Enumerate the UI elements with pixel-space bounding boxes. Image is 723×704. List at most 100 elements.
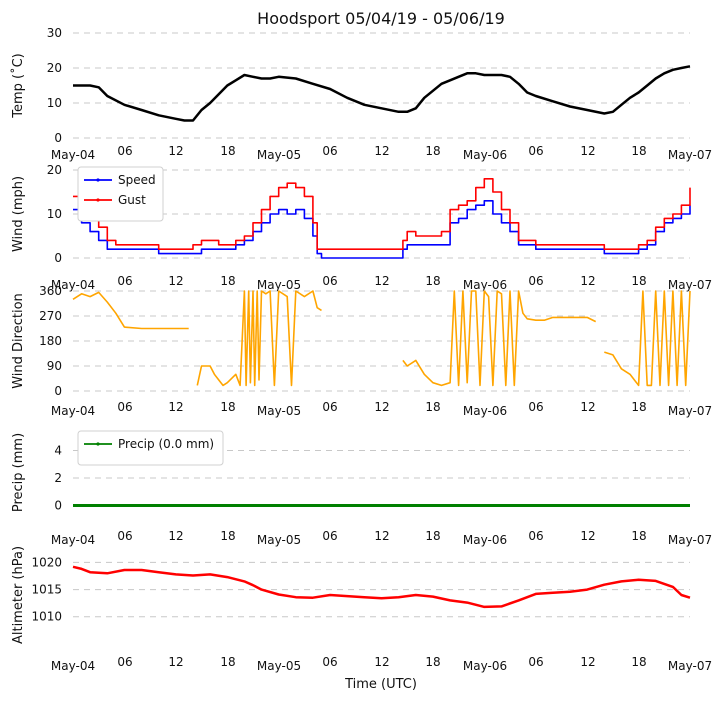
x-tick-label-wind-12: May-07 <box>668 278 712 292</box>
x-tick-label-wind-6: 12 <box>374 274 389 288</box>
x-tick-label-altimeter-2: 12 <box>168 655 183 669</box>
y-tick-label-wind-1: 10 <box>47 207 62 221</box>
legend-marker-wind-0 <box>96 178 100 182</box>
x-tick-label-wind-5: 06 <box>322 274 337 288</box>
legend-box-precip <box>77 430 224 466</box>
x-axis-label: Time (UTC) <box>344 677 417 692</box>
x-tick-label-wind-11: 18 <box>631 274 646 288</box>
x-tick-label-precip-5: 06 <box>322 529 337 543</box>
x-tick-label-direction-2: 12 <box>168 400 183 414</box>
x-tick-label-temp-0: May-04 <box>51 148 95 162</box>
series-line-direction-direction-seg3 <box>604 290 691 387</box>
y-axis-label-precip: Precip (mm) <box>11 433 26 512</box>
panel-wind: 0 10 20 Wind (mph) May-04 06 12 18 May-05 06 12 18 M… <box>11 163 712 292</box>
y-tick-label-temp-3: 30 <box>47 26 62 40</box>
y-tick-label-direction-4: 360 <box>39 284 62 298</box>
x-tick-label-precip-8: May-06 <box>463 533 507 547</box>
x-tick-label-precip-2: 12 <box>168 529 183 543</box>
x-tick-label-direction-11: 18 <box>631 400 646 414</box>
chart-title: Hoodsport 05/04/19 - 05/06/19 <box>257 9 505 28</box>
y-axis-label-altimeter: Altimeter (hPa) <box>11 546 26 644</box>
y-tick-label-altimeter-1: 1015 <box>31 583 62 597</box>
x-tick-label-temp-6: 12 <box>374 144 389 158</box>
x-tick-label-precip-12: May-07 <box>668 533 712 547</box>
x-tick-label-wind-3: 18 <box>220 274 235 288</box>
y-tick-label-direction-3: 270 <box>39 309 62 323</box>
x-tick-label-precip-9: 06 <box>528 529 543 543</box>
y-tick-label-altimeter-0: 1010 <box>31 610 62 624</box>
x-tick-label-precip-11: 18 <box>631 529 646 543</box>
x-tick-label-direction-1: 06 <box>117 400 132 414</box>
panel-altimeter: 1010 1015 1020 Altimeter (hPa) May-04 06 12 18 M… <box>11 546 712 673</box>
x-tick-label-altimeter-5: 06 <box>322 655 337 669</box>
y-tick-label-altimeter-2: 1020 <box>31 555 62 569</box>
x-tick-label-wind-4: May-05 <box>257 278 301 292</box>
x-tick-label-temp-2: 12 <box>168 144 183 158</box>
x-tick-label-direction-0: May-04 <box>51 404 95 418</box>
x-tick-label-temp-10: 12 <box>580 144 595 158</box>
y-tick-label-temp-1: 10 <box>47 96 62 110</box>
y-tick-label-temp-2: 20 <box>47 61 62 75</box>
x-tick-label-wind-9: 06 <box>528 274 543 288</box>
x-tick-label-wind-1: 06 <box>117 274 132 288</box>
x-tick-label-temp-1: 06 <box>117 144 132 158</box>
x-tick-label-altimeter-1: 06 <box>117 655 132 669</box>
legend-marker-wind-1 <box>96 198 100 202</box>
x-tick-label-direction-12: May-07 <box>668 404 712 418</box>
series-line-wind-gust <box>73 178 691 250</box>
x-tick-label-altimeter-10: 12 <box>580 655 595 669</box>
legend-marker-precip-0 <box>96 442 100 446</box>
x-tick-label-precip-10: 12 <box>580 529 595 543</box>
x-tick-label-direction-6: 12 <box>374 400 389 414</box>
y-tick-label-precip-0: 0 <box>54 499 62 513</box>
y-tick-label-precip-2: 4 <box>54 444 62 458</box>
x-tick-label-temp-12: May-07 <box>668 148 712 162</box>
series-line-altimeter-altimeter <box>72 565 691 609</box>
x-tick-label-direction-7: 18 <box>425 400 440 414</box>
x-tick-label-temp-7: 18 <box>425 144 440 158</box>
x-tick-label-temp-5: 06 <box>322 144 337 158</box>
x-tick-label-direction-8: May-06 <box>463 404 507 418</box>
series-line-direction-direction-seg0 <box>72 291 189 330</box>
x-tick-label-wind-10: 12 <box>580 274 595 288</box>
x-tick-label-direction-4: May-05 <box>257 404 301 418</box>
x-tick-label-direction-5: 06 <box>322 400 337 414</box>
x-tick-label-altimeter-9: 06 <box>528 655 543 669</box>
y-tick-label-wind-0: 0 <box>54 251 62 265</box>
y-axis-label-wind: Wind (mph) <box>11 176 26 252</box>
legend-label-precip-0: Precip (0.0 mm) <box>118 437 214 451</box>
panel-temp: 0 10 20 30 Temp (˚C) May-04 06 12 18 May-05 06 12 18… <box>10 26 712 162</box>
x-tick-label-precip-0: May-04 <box>51 533 95 547</box>
x-tick-label-altimeter-4: May-05 <box>257 659 301 673</box>
x-tick-label-altimeter-6: 12 <box>374 655 389 669</box>
y-tick-label-precip-1: 2 <box>54 471 62 485</box>
series-line-direction-direction-seg2 <box>402 290 597 387</box>
x-tick-label-precip-6: 12 <box>374 529 389 543</box>
y-axis-label-temp: Temp (˚C) <box>10 53 26 119</box>
x-tick-label-altimeter-11: 18 <box>631 655 646 669</box>
x-tick-label-temp-4: May-05 <box>257 148 301 162</box>
x-tick-label-wind-8: May-06 <box>463 278 507 292</box>
x-tick-label-wind-0: May-04 <box>51 278 95 292</box>
x-tick-label-precip-7: 18 <box>425 529 440 543</box>
y-tick-label-wind-2: 20 <box>47 163 62 177</box>
y-tick-label-temp-0: 0 <box>54 131 62 145</box>
x-tick-label-temp-3: 18 <box>220 144 235 158</box>
x-tick-label-altimeter-0: May-04 <box>51 659 95 673</box>
panel-direction: 0 90 180 270 360 Wind Direction May-04 06 12 18 Ma… <box>11 284 712 418</box>
x-tick-label-temp-8: May-06 <box>463 148 507 162</box>
x-tick-label-temp-11: 18 <box>631 144 646 158</box>
x-tick-label-precip-3: 18 <box>220 529 235 543</box>
y-tick-label-direction-2: 180 <box>39 334 62 348</box>
panel-precip: 0 2 4 Precip (mm) May-04 06 12 18 May-05 06 12 18 Ma… <box>11 430 712 547</box>
x-tick-label-altimeter-3: 18 <box>220 655 235 669</box>
x-tick-label-direction-10: 12 <box>580 400 595 414</box>
series-line-direction-direction-seg1 <box>196 290 322 387</box>
legend-label-wind-0: Speed <box>118 173 156 187</box>
y-tick-label-direction-0: 0 <box>54 384 62 398</box>
x-tick-label-altimeter-7: 18 <box>425 655 440 669</box>
